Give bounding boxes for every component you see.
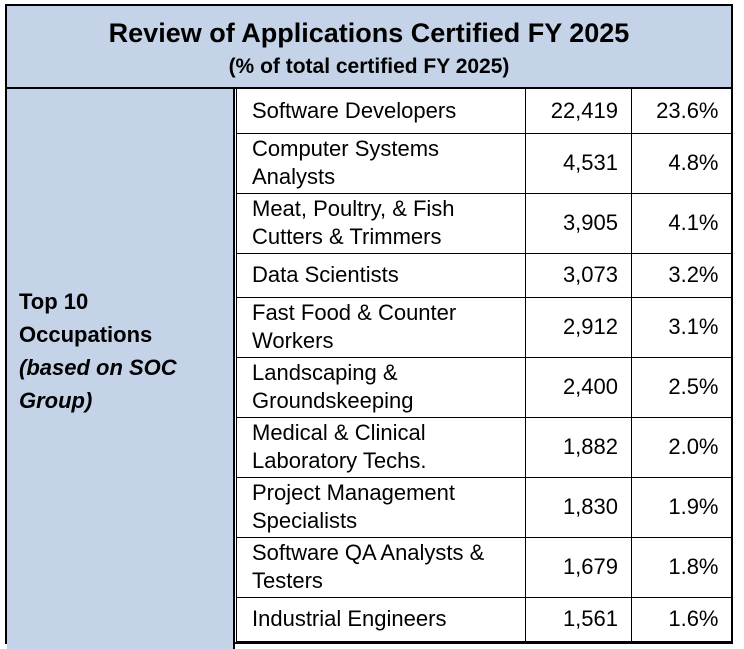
percent-cell: 4.8% — [631, 132, 732, 194]
count-cell: 1,561 — [525, 596, 632, 642]
percent-cell: 4.1% — [631, 192, 732, 254]
occupation-cell: Project Management Specialists — [236, 476, 526, 538]
table-row: Data Scientists 3,073 3.2% — [236, 252, 732, 298]
occupation-cell: Software Developers — [236, 89, 526, 134]
table-row: Medical & Clinical Laboratory Techs. 1,8… — [236, 416, 732, 478]
occupation-cell: Fast Food & Counter Workers — [236, 296, 526, 358]
table-row: Software Developers 22,419 23.6% — [236, 89, 732, 134]
percent-cell: 23.6% — [631, 89, 732, 134]
table-header: Review of Applications Certified FY 2025… — [7, 6, 731, 89]
count-cell: 22,419 — [525, 89, 632, 134]
table-row: Project Management Specialists 1,830 1.9… — [236, 476, 732, 538]
count-cell: 2,400 — [525, 356, 632, 418]
table-row: Industrial Engineers 1,561 1.6% — [236, 596, 732, 642]
percent-cell: 1.8% — [631, 536, 732, 598]
percent-cell: 3.1% — [631, 296, 732, 358]
count-cell: 3,905 — [525, 192, 632, 254]
percent-cell: 2.5% — [631, 356, 732, 418]
percent-cell: 3.2% — [631, 252, 732, 298]
table-subtitle: (% of total certified FY 2025) — [228, 55, 510, 78]
count-cell: 1,830 — [525, 476, 632, 538]
count-cell: 2,912 — [525, 296, 632, 358]
table-row: Computer Systems Analysts 4,531 4.8% — [236, 132, 732, 194]
occupation-cell: Landscaping & Groundskeeping — [236, 356, 526, 418]
occupation-cell: Meat, Poultry, & Fish Cutters & Trimmers — [236, 192, 526, 254]
row-group-label-text: Top 10 Occupations (based on SOC Group) — [19, 285, 177, 417]
occupation-cell: Software QA Analysts & Testers — [236, 536, 526, 598]
occupation-cell: Medical & Clinical Laboratory Techs. — [236, 416, 526, 478]
count-cell: 1,679 — [525, 536, 632, 598]
certified-applications-table: Review of Applications Certified FY 2025… — [5, 4, 733, 649]
table-title: Review of Applications Certified FY 2025 — [108, 18, 630, 48]
table-row: Software QA Analysts & Testers 1,679 1.8… — [236, 536, 732, 598]
table-row: Meat, Poultry, & Fish Cutters & Trimmers… — [236, 192, 732, 254]
group-label-line1: Top 10 — [19, 289, 89, 314]
row-group-label: Top 10 Occupations (based on SOC Group) — [7, 89, 235, 649]
group-label-line3: (based on SOC — [19, 355, 177, 380]
occupation-cell: Industrial Engineers — [236, 596, 526, 642]
percent-cell: 1.9% — [631, 476, 732, 538]
percent-cell: 2.0% — [631, 416, 732, 478]
occupation-cell: Data Scientists — [236, 252, 526, 298]
occupation-cell: Computer Systems Analysts — [236, 132, 526, 194]
group-label-line4: Group) — [19, 388, 93, 413]
table-row: Fast Food & Counter Workers 2,912 3.1% — [236, 296, 732, 358]
count-cell: 3,073 — [525, 252, 632, 298]
occupations-table: Software Developers 22,419 23.6% Compute… — [236, 89, 732, 642]
table-row: Landscaping & Groundskeeping 2,400 2.5% — [236, 356, 732, 418]
count-cell: 1,882 — [525, 416, 632, 478]
group-label-line2: Occupations — [19, 322, 153, 347]
count-cell: 4,531 — [525, 132, 632, 194]
percent-cell: 1.6% — [631, 596, 732, 642]
